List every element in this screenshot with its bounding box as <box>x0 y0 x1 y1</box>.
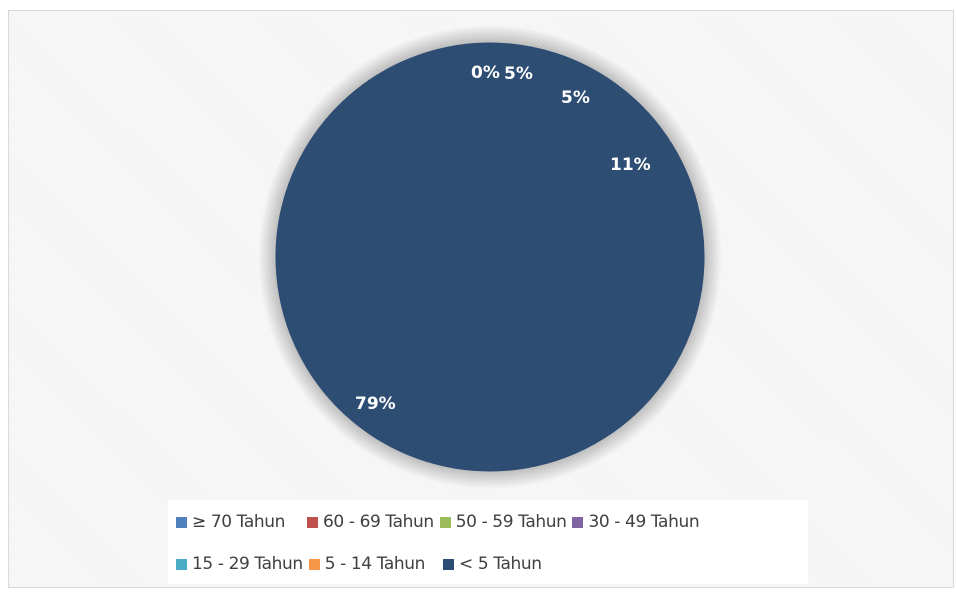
legend-label: 60 - 69 Tahun <box>323 512 434 532</box>
data-label-79pct: 79% <box>355 394 396 414</box>
legend-item-50-59: 50 - 59 Tahun <box>439 512 567 532</box>
pie-chart: 0% 5% 5% 11% 79% <box>258 25 722 489</box>
legend-label: < 5 Tahun <box>459 554 542 574</box>
data-label-5pct-a: 5% <box>504 64 533 84</box>
legend-item-70plus: ≥ 70 Tahun <box>176 512 285 532</box>
legend-item-5-14: 5 - 14 Tahun <box>308 554 426 574</box>
legend-label: 50 - 59 Tahun <box>455 512 567 532</box>
chart-area: 0% 5% 5% 11% 79% <box>8 10 954 588</box>
legend-row-2: 15 - 29 Tahun 5 - 14 Tahun < 5 Tahun <box>176 550 548 578</box>
legend-swatch <box>307 516 318 528</box>
legend-item-under-5: < 5 Tahun <box>443 554 542 574</box>
pie-slice <box>488 83 698 258</box>
legend-swatch <box>572 516 584 528</box>
legend-swatch <box>308 558 320 570</box>
pie-data-labels: 0% 5% 5% 11% 79% <box>355 63 651 414</box>
data-label-11pct: 11% <box>610 155 651 175</box>
legend-item-15-29: 15 - 29 Tahun <box>176 554 303 574</box>
legend-label: 15 - 29 Tahun <box>192 554 303 574</box>
data-label-5pct-b: 5% <box>561 88 590 108</box>
legend-swatch <box>176 516 187 528</box>
legend-swatch <box>439 516 451 528</box>
legend-label: 5 - 14 Tahun <box>324 554 426 574</box>
legend-label: ≥ 70 Tahun <box>192 512 285 532</box>
legend-swatch <box>176 558 187 570</box>
legend-row-1: ≥ 70 Tahun 60 - 69 Tahun 50 - 59 Tahun 3… <box>176 508 705 536</box>
chart-legend: ≥ 70 Tahun 60 - 69 Tahun 50 - 59 Tahun 3… <box>168 500 808 584</box>
pie-slices <box>275 42 705 472</box>
legend-label: 30 - 49 Tahun <box>588 512 700 532</box>
data-label-0pct: 0% <box>471 63 500 83</box>
legend-item-60-69: 60 - 69 Tahun <box>307 512 434 532</box>
legend-swatch <box>443 558 455 570</box>
pie-slice <box>275 42 705 472</box>
legend-item-30-49: 30 - 49 Tahun <box>572 512 700 532</box>
